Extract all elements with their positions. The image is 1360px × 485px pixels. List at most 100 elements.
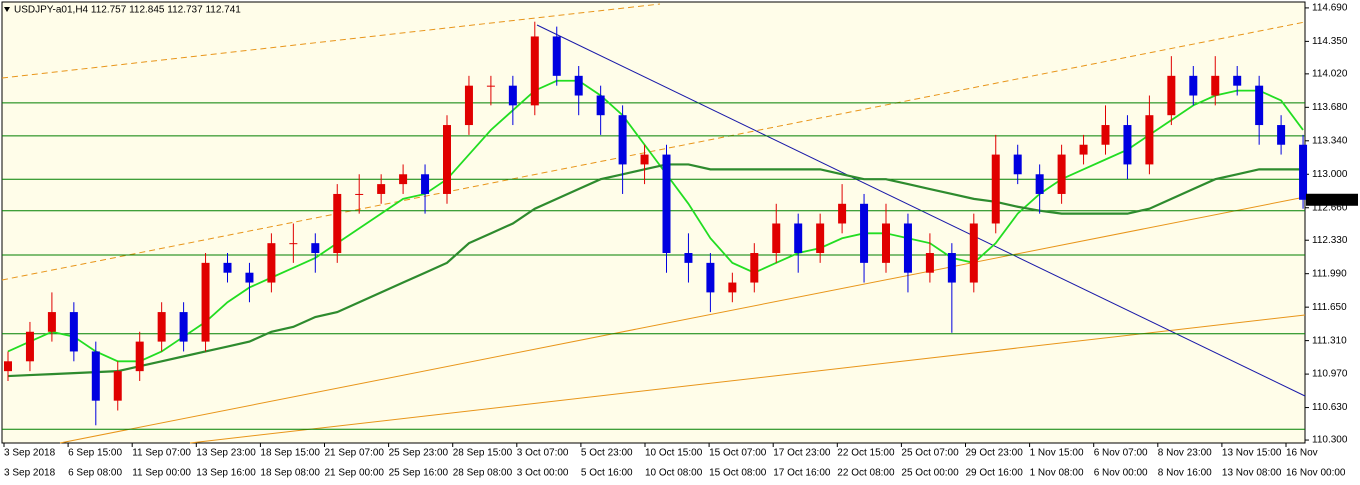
x-tick-label: 3 Oct 07:00 [517,448,569,459]
candle-body [728,282,737,293]
trendline [189,314,1306,444]
x-tick-label: 10 Oct 15:00 [645,448,703,459]
candle-body [706,262,715,293]
trendline [1,21,1306,281]
candle-body [25,331,34,362]
candle-body [267,243,276,283]
x-tick-label: 25 Sep 23:00 [389,448,449,459]
candle-body [201,262,210,342]
candle-body [662,154,671,254]
y-tick-label: 114.690 [1312,3,1348,14]
x-tick-label: 1 Nov 15:00 [1030,448,1084,459]
candle-body [1035,174,1044,194]
candle-body [1211,75,1220,96]
trendline [1,3,661,79]
x-tick-label: 29 Oct 23:00 [966,448,1024,459]
x-tick-label: 16 Nov [1286,448,1318,459]
y-tick-label: 113.680 [1312,102,1348,113]
x-tick-label: 21 Sep 07:00 [325,448,385,459]
candle-body [355,193,364,195]
candle-body [1013,154,1022,175]
candle-body [377,184,386,194]
x-tick-label: 8 Nov 23:00 [1158,448,1212,459]
x-tick-label: 17 Oct 23:00 [773,448,831,459]
x-tick-label: 13 Nov 15:00 [1222,448,1282,459]
candle-body [47,312,56,332]
candle-body [882,223,890,263]
candle-body [969,223,978,283]
x-tick-label: 18 Sep 08:00 [260,468,320,479]
candle-body [464,85,473,126]
x-tick-label: 22 Oct 08:00 [837,468,895,479]
candle-body [1101,125,1110,145]
candle-body [113,371,122,401]
candle-body [816,223,825,254]
candle-body [443,125,451,194]
candle-body [530,36,539,106]
title-arrow [4,7,10,12]
x-tick-label: 6 Nov 00:00 [1094,468,1148,479]
candle-body [135,341,144,372]
candle-body [245,272,254,283]
moving-average [7,163,1304,378]
y-tick-label: 112.330 [1312,235,1348,246]
candle-body [1277,125,1286,145]
candle-body [772,223,781,254]
candle-body [311,243,320,254]
x-tick-label: 3 Sep 2018 [4,468,56,479]
candle-body [1167,75,1176,116]
y-tick-label: 113.000 [1312,169,1348,180]
x-tick-label: 28 Sep 15:00 [453,448,513,459]
x-tick-label: 6 Sep 15:00 [68,448,122,459]
x-tick-label: 21 Sep 00:00 [325,468,385,479]
x-tick-label: 28 Sep 08:00 [453,468,513,479]
price-label-bg [1306,193,1358,206]
candle-body [223,262,232,273]
x-tick-label: 18 Sep 15:00 [260,448,320,459]
candle-body [925,253,934,273]
y-tick-label: 114.350 [1312,36,1348,47]
candle-body [399,174,408,185]
x-tick-label: 16 Nov 00:00 [1286,468,1346,479]
x-tick-label: 29 Oct 16:00 [966,468,1024,479]
candle-body [91,351,100,401]
candle-body [1299,144,1308,200]
x-tick-label: 5 Oct 23:00 [581,448,633,459]
candle-body [1233,75,1242,86]
candle-body [574,75,583,96]
moving-average [7,79,1304,363]
candle-body [69,312,78,352]
y-tick-label: 110.630 [1312,402,1348,413]
candle-body [684,253,693,263]
candle-body [1189,75,1198,96]
x-tick-label: 17 Oct 16:00 [773,468,831,479]
y-tick-label: 111.990 [1312,268,1347,279]
candle-body [1145,115,1154,165]
y-tick-label: 112.660 [1312,202,1348,213]
candle-body [333,193,342,254]
candle-body [179,312,188,342]
y-tick-label: 113.340 [1312,135,1348,146]
plot-area [1,1,1306,444]
candle-body [640,154,649,165]
x-tick-label: 13 Sep 23:00 [196,448,256,459]
chart-title: USDJPY-a01,H4 112.757 112.845 112.737 11… [14,5,241,16]
x-tick-label: 15 Oct 07:00 [709,448,767,459]
candle-body [596,95,605,116]
candle-body [289,243,298,245]
x-tick-label: 25 Oct 00:00 [901,468,959,479]
x-tick-label: 11 Sep 07:00 [132,448,191,459]
candle-body [508,85,517,106]
y-tick-label: 111.650 [1312,302,1347,313]
x-tick-label: 6 Nov 07:00 [1094,448,1148,459]
candle-body [421,174,430,194]
current-price-label: 112.741 [1312,194,1348,205]
trendline [59,196,1306,444]
x-tick-label: 11 Sep 00:00 [132,468,191,479]
x-tick-label: 8 Nov 16:00 [1158,468,1212,479]
candle-body [794,223,803,254]
y-tick-label: 110.970 [1312,369,1348,380]
x-tick-label: 25 Sep 16:00 [389,468,449,479]
